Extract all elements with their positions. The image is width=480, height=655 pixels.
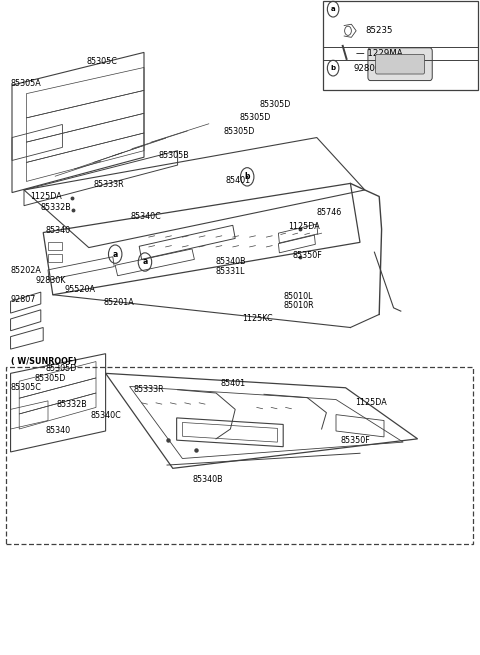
Text: 85332B: 85332B — [57, 400, 87, 409]
Text: 85010R: 85010R — [283, 301, 314, 310]
Text: a: a — [331, 6, 336, 12]
Text: 85305A: 85305A — [11, 79, 41, 88]
Text: 85305D: 85305D — [35, 374, 66, 383]
Text: 85010L: 85010L — [283, 291, 312, 301]
Text: 85201A: 85201A — [103, 298, 134, 307]
Text: 85340: 85340 — [46, 226, 71, 235]
Text: 85305C: 85305C — [86, 57, 117, 66]
Text: 92830K: 92830K — [36, 276, 66, 285]
Text: 85235: 85235 — [366, 26, 393, 35]
Text: 85305B: 85305B — [158, 151, 189, 160]
Text: 1125DA: 1125DA — [288, 222, 320, 231]
Text: a: a — [143, 257, 147, 267]
Text: 85332B: 85332B — [41, 203, 72, 212]
Text: 85305D: 85305D — [46, 364, 77, 373]
Text: 85305C: 85305C — [11, 383, 41, 392]
Text: 85746: 85746 — [317, 208, 342, 217]
Text: ( W/SUNROOF): ( W/SUNROOF) — [11, 357, 77, 366]
Text: 1125DA: 1125DA — [355, 398, 387, 407]
Text: 85350F: 85350F — [341, 436, 371, 445]
Text: 85340C: 85340C — [90, 411, 121, 421]
Text: b: b — [244, 172, 250, 181]
Text: 85350F: 85350F — [293, 251, 323, 260]
Text: — 1229MA: — 1229MA — [356, 48, 403, 58]
Text: 85401: 85401 — [221, 379, 246, 388]
Text: 85333R: 85333R — [133, 385, 164, 394]
Text: 85340B: 85340B — [215, 257, 246, 266]
Text: 85340: 85340 — [46, 426, 71, 436]
Text: 85202A: 85202A — [11, 266, 41, 275]
Text: b: b — [331, 65, 336, 71]
Text: 85333R: 85333R — [94, 180, 124, 189]
Text: 95520A: 95520A — [65, 285, 96, 294]
Text: 85305D: 85305D — [259, 100, 290, 109]
Text: 85401: 85401 — [226, 176, 251, 185]
Text: 1125DA: 1125DA — [30, 192, 61, 201]
Text: 85305D: 85305D — [223, 126, 254, 136]
Text: 1125KC: 1125KC — [242, 314, 273, 324]
FancyBboxPatch shape — [375, 54, 424, 74]
FancyBboxPatch shape — [323, 1, 478, 90]
Text: 85331L: 85331L — [215, 267, 244, 276]
Text: a: a — [113, 250, 118, 259]
Text: 92800V: 92800V — [354, 64, 387, 73]
Text: 85340C: 85340C — [131, 212, 161, 221]
Text: 92807: 92807 — [11, 295, 36, 305]
FancyBboxPatch shape — [368, 48, 432, 81]
Text: 85305D: 85305D — [240, 113, 271, 122]
Text: 85340B: 85340B — [193, 475, 224, 484]
